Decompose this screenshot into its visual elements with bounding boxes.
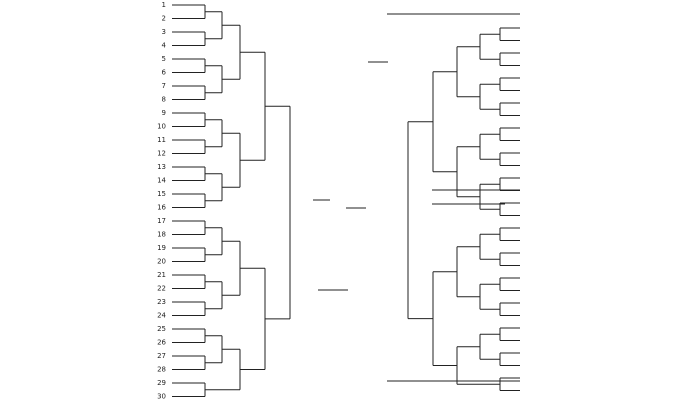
seed-label: 21 — [157, 271, 166, 279]
seed-label: 13 — [157, 163, 166, 171]
seed-label: 25 — [157, 325, 166, 333]
seed-label: 26 — [157, 339, 166, 347]
seed-label: 11 — [157, 136, 166, 144]
seed-label: 8 — [162, 96, 166, 104]
center-lines — [313, 13, 520, 382]
seed-label: 5 — [162, 55, 166, 63]
seed-label: 22 — [157, 285, 166, 293]
seed-label: 23 — [157, 298, 166, 306]
seed-label: 20 — [157, 258, 166, 266]
seed-label: 2 — [162, 15, 166, 23]
seed-label: 17 — [157, 217, 166, 225]
seed-label: 29 — [157, 379, 166, 387]
seed-label: 18 — [157, 231, 166, 239]
seed-label: 10 — [157, 123, 166, 131]
seed-label: 28 — [157, 366, 166, 374]
seed-label: 24 — [157, 312, 166, 320]
seed-label: 30 — [157, 393, 166, 400]
seed-label: 3 — [162, 28, 166, 36]
seed-label: 9 — [162, 109, 166, 117]
seed-label: 7 — [162, 82, 166, 90]
seed-label: 14 — [157, 177, 166, 185]
seed-label: 1 — [162, 1, 166, 9]
right-bracket — [407, 27, 520, 391]
seed-label: 27 — [157, 352, 166, 360]
seed-label: 15 — [157, 190, 166, 198]
seed-label: 12 — [157, 150, 166, 158]
seed-label: 16 — [157, 204, 166, 212]
seed-label: 4 — [162, 42, 167, 50]
left-bracket: 1234567891011121314151617181920212223242… — [157, 1, 291, 400]
seed-label: 19 — [157, 244, 166, 252]
seed-label: 6 — [162, 69, 167, 77]
